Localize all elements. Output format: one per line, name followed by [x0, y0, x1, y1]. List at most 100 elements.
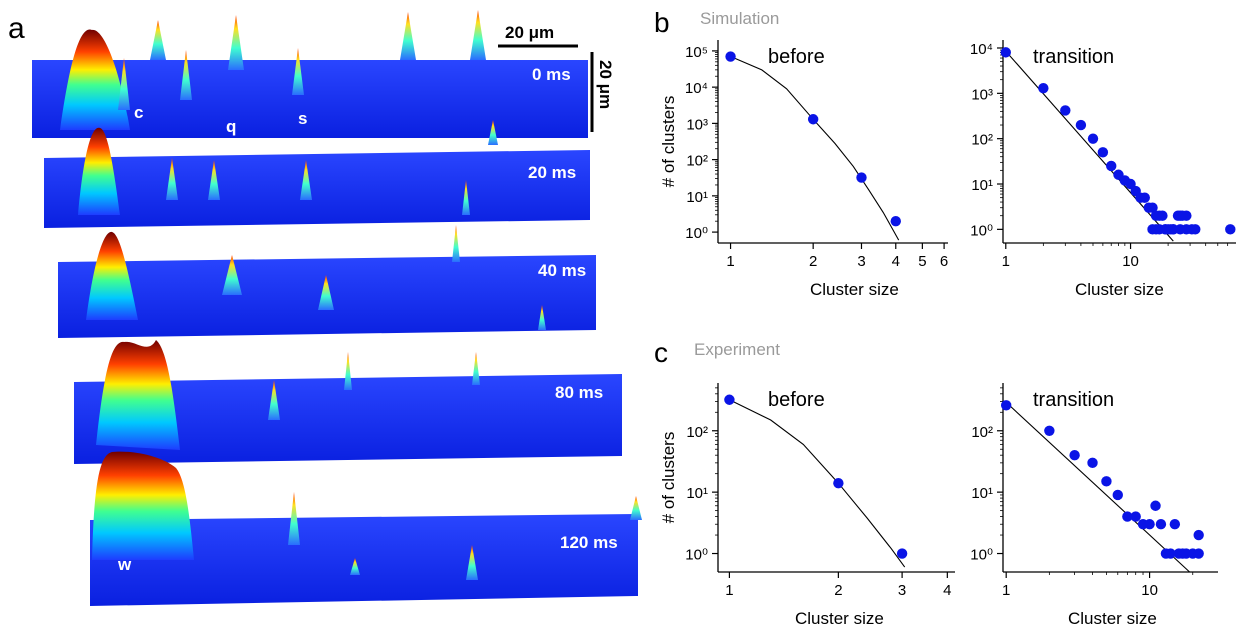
data-point [1193, 548, 1204, 559]
fit-line [1005, 401, 1190, 573]
panel-c-title: Experiment [694, 340, 780, 359]
data-point [1097, 147, 1109, 158]
y-axis-label: # of clusters [659, 96, 678, 188]
data-point [1122, 511, 1133, 522]
frame-80ms: 80 ms [74, 340, 622, 464]
data-point [1165, 548, 1176, 559]
data-point [856, 172, 867, 183]
data-point [1160, 224, 1171, 235]
x-axis-label: Cluster size [810, 280, 899, 299]
data-point [890, 215, 901, 227]
y-tick-label: 10⁰ [685, 547, 708, 564]
x-tick-label: 1 [725, 582, 733, 599]
y-tick-label: 10² [971, 424, 993, 441]
scale-bar-y: 20 μm [590, 52, 615, 132]
y-tick-label: 10² [686, 153, 708, 170]
chart-title: before [768, 389, 825, 411]
x-tick-label: 1 [1002, 582, 1010, 599]
y-tick-label: 10⁵ [685, 44, 708, 61]
annotation-c: c [134, 103, 143, 122]
fit-line [729, 399, 906, 568]
data-point [1181, 210, 1192, 221]
data-point [1155, 519, 1167, 530]
x-tick-label: 4 [943, 582, 951, 599]
data-point [896, 548, 908, 559]
data-point [1087, 133, 1099, 144]
data-point [1225, 224, 1236, 235]
x-tick-label: 10 [1141, 582, 1158, 599]
data-point [1139, 192, 1150, 203]
y-tick-label: 10² [971, 132, 993, 149]
chart-title: before [768, 46, 825, 68]
x-tick-label: 3 [898, 582, 906, 599]
x-tick-label: 2 [809, 253, 817, 270]
annotation-q: q [226, 117, 236, 136]
scale-bar-x-label: 20 μm [505, 23, 554, 42]
x-axis-label: Cluster size [1075, 280, 1164, 299]
chart-exp-before: 10⁰ 10¹ 10² 1 2 3 4 before Cluster size # of clus… [659, 383, 955, 628]
y-axis-label: # of clusters [659, 432, 678, 524]
frame-label-80ms: 80 ms [555, 383, 603, 402]
data-point [1060, 105, 1071, 116]
y-tick-label: 10⁴ [685, 80, 708, 97]
frame-40ms: 40 ms [58, 225, 596, 338]
data-point [725, 51, 736, 62]
data-point [1106, 160, 1117, 172]
x-tick-label: 5 [918, 253, 926, 270]
fit-line [730, 55, 900, 241]
data-point [1169, 519, 1181, 530]
frame-label-120ms: 120 ms [560, 533, 618, 552]
x-tick-label: 3 [857, 253, 865, 270]
frame-0ms: 0 ms c q s [32, 10, 588, 145]
chart-title: transition [1033, 389, 1114, 411]
y-tick-label: 10³ [971, 86, 993, 103]
panel-a: a 20 μm 20 μm 0 ms c q s [8, 10, 642, 606]
x-axis-label: Cluster size [795, 609, 884, 628]
data-point [1112, 489, 1123, 501]
chart-exp-transition: 10⁰ 10¹ 10² 1 10 transition Cluster size [970, 383, 1218, 628]
y-tick-label: 10⁰ [970, 547, 993, 564]
data-point [1075, 119, 1087, 131]
y-tick-label: 10⁴ [970, 41, 993, 58]
data-point [1193, 529, 1204, 541]
data-point [1000, 47, 1011, 58]
chart-title: transition [1033, 46, 1114, 68]
data-point [1144, 519, 1155, 530]
y-tick-label: 10¹ [971, 177, 993, 194]
data-point [833, 477, 844, 489]
panel-b-label: b [654, 7, 670, 38]
chart-sim-transition: 10⁰ 10¹ 10² 10³ 10⁴ 1 10 transition Cluster size [970, 40, 1236, 299]
data-point [1087, 457, 1098, 469]
frame-20ms: 20 ms [44, 127, 590, 228]
chart-sim-before: 10⁰ 10¹ 10² 10³ 10⁴ 10⁵ 1 2 3 4 5 6 before Cluster si… [659, 40, 948, 299]
data-point [1181, 224, 1192, 235]
data-point [1147, 202, 1158, 213]
frame-label-20ms: 20 ms [528, 163, 576, 182]
x-axis-label: Cluster size [1068, 609, 1157, 628]
y-tick-label: 10³ [686, 116, 708, 133]
x-tick-label: 4 [892, 253, 900, 270]
scale-bar-x: 20 μm [498, 23, 578, 48]
data-point [1000, 400, 1012, 411]
x-tick-label: 2 [834, 582, 842, 599]
panel-c-label: c [654, 337, 668, 368]
y-tick-label: 10¹ [971, 485, 993, 502]
data-point [1150, 500, 1161, 511]
data-point [1157, 210, 1168, 221]
annotation-s: s [298, 109, 307, 128]
y-tick-label: 10² [686, 424, 708, 441]
x-tick-label: 10 [1122, 253, 1139, 270]
y-tick-label: 10⁰ [970, 222, 993, 239]
frame-120ms: 120 ms w [90, 451, 642, 606]
panel-a-label: a [8, 12, 25, 45]
data-point [724, 394, 735, 405]
data-point [1190, 224, 1201, 235]
annotation-w: w [117, 555, 132, 574]
x-tick-label: 1 [1002, 253, 1010, 270]
y-tick-label: 10¹ [686, 189, 708, 206]
y-tick-label: 10⁰ [685, 225, 708, 242]
panel-b-title: Simulation [700, 9, 779, 28]
scale-bar-y-label: 20 μm [596, 60, 615, 109]
data-point [1038, 82, 1049, 94]
